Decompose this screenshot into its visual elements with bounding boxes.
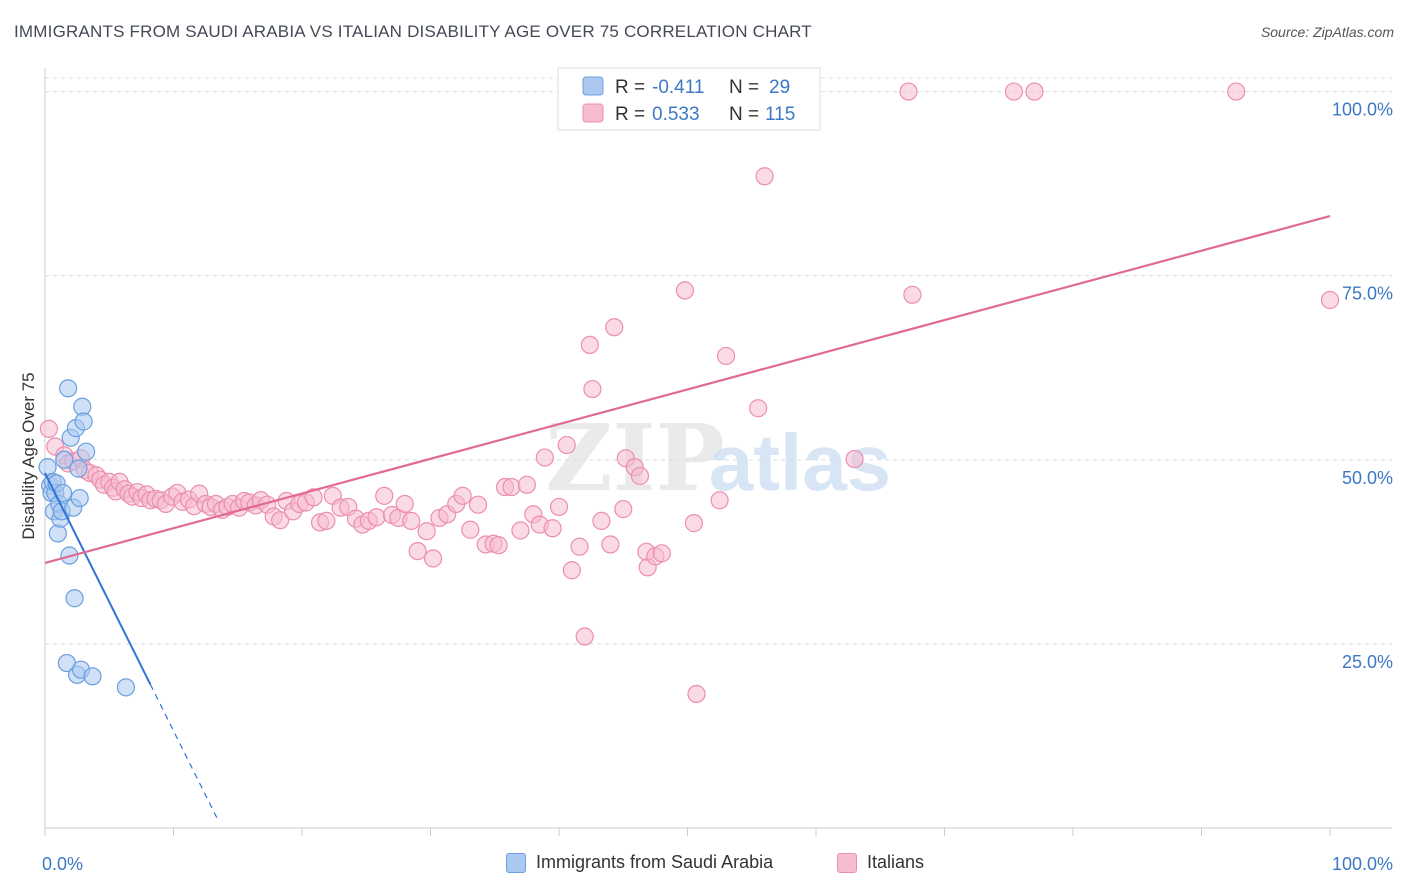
italians-point-92: [601, 535, 620, 554]
stats-n-label-pink: N =: [729, 104, 759, 125]
stats-r-label-blue: R =: [615, 77, 645, 98]
italians-trend-line: [44, 214, 1331, 564]
italians-point-89: [580, 335, 599, 354]
italians-point-113: [903, 285, 922, 304]
italians-point-107: [716, 346, 736, 366]
italians-point-90: [583, 379, 602, 399]
x-tick-label-0: 0.0%: [42, 854, 83, 874]
italians-point-103: [684, 514, 704, 533]
italians-point-59: [375, 486, 394, 505]
legend-swatch-saudi: [506, 852, 526, 873]
italians-point-49: [304, 488, 323, 507]
italians-point-93: [605, 318, 624, 337]
legend-item-saudi[interactable]: Immigrants from Saudi Arabia: [506, 852, 773, 873]
saudi-points: [38, 379, 136, 697]
italians-point-66: [423, 549, 443, 568]
legend-label-saudi: Immigrants from Saudi Arabia: [536, 852, 774, 872]
saudi-point-27: [83, 667, 102, 686]
saudi-point-25: [74, 412, 93, 431]
italians-point-106: [710, 491, 729, 510]
italians-point-114: [1004, 82, 1023, 101]
italians-point-78: [511, 521, 530, 540]
italians-point-111: [845, 449, 864, 469]
italians-point-104: [687, 684, 706, 704]
italians-point-51: [317, 511, 336, 531]
legend-item-italians[interactable]: Italians: [837, 852, 924, 873]
y-tick-label-2: 75.0%: [1342, 284, 1393, 304]
chart-title: IMMIGRANTS FROM SAUDI ARABIA VS ITALIAN …: [14, 22, 812, 41]
italians-point-87: [570, 537, 589, 556]
legend-swatch-pink: [582, 103, 604, 123]
saudi-point-7: [48, 524, 67, 543]
source-label: Source: ZipAtlas.com: [1260, 24, 1394, 40]
axes: [44, 68, 1392, 836]
stats-n-value-blue: 29: [769, 77, 790, 98]
saudi-point-12: [55, 450, 74, 469]
saudi-point-28: [116, 678, 136, 697]
italians-point-65: [417, 522, 436, 541]
italians-point-62: [395, 494, 414, 514]
x-tick-label-1: 100.0%: [1332, 854, 1393, 874]
bottom-legend: Immigrants from Saudi Arabia Italians: [0, 852, 1406, 878]
italians-point-115: [1025, 82, 1044, 101]
italians-point-117: [1320, 290, 1340, 310]
saudi-point-26: [77, 442, 96, 461]
italians-point-85: [557, 435, 576, 455]
italians-point-77: [502, 477, 521, 497]
italians-point-108: [749, 399, 768, 418]
italians-point-70: [453, 486, 472, 505]
stats-legend: R = -0.411 N = 29 R = 0.533 N = 115: [557, 67, 821, 131]
saudi-trend-line: [44, 472, 152, 685]
italians-point-83: [543, 519, 562, 538]
italians-point-94: [614, 500, 633, 519]
stats-r-value-blue: -0.411: [652, 77, 704, 98]
italians-point-86: [562, 561, 581, 580]
italians-point-71: [461, 520, 480, 539]
saudi-point-18: [65, 589, 84, 608]
saudi-trend-extension: [149, 684, 218, 819]
stats-r-value-pink: 0.533: [652, 104, 700, 125]
y-tick-label-1: 50.0%: [1342, 468, 1393, 488]
saudi-point-21: [69, 459, 88, 478]
italians-point-82: [535, 448, 554, 467]
legend-swatch-blue: [582, 76, 604, 96]
saudi-point-22: [70, 488, 89, 508]
saudi-point-14: [59, 379, 78, 398]
y-axis-title: Disability Age Over 75: [19, 372, 38, 539]
legend-swatch-italians: [837, 852, 857, 873]
italians-point-72: [468, 495, 488, 514]
italians-point-116: [1227, 82, 1246, 101]
x-tick-labels: 0.0% 100.0%: [42, 854, 1393, 874]
italians-point-91: [592, 511, 611, 531]
italians-points: [39, 82, 1340, 704]
italians-point-97: [630, 466, 650, 486]
italians-point-79: [517, 475, 536, 494]
italians-point-101: [652, 544, 671, 563]
italians-point-44: [271, 511, 290, 530]
watermark-atlas: atlas: [709, 418, 891, 507]
italians-point-112: [899, 82, 918, 101]
italians-point-64: [408, 542, 427, 561]
italians-point-102: [675, 281, 695, 300]
stats-n-value-pink: 115: [765, 104, 795, 125]
y-tick-label-0: 25.0%: [1342, 652, 1393, 672]
trend-lines: [44, 214, 1331, 819]
stats-n-label-blue: N =: [729, 77, 759, 98]
italians-point-88: [575, 627, 594, 646]
italians-point-0: [39, 419, 58, 438]
italians-point-58: [367, 508, 386, 527]
stats-r-label-pink: R =: [615, 104, 645, 125]
watermark-zip: ZIP: [545, 404, 724, 512]
italians-point-84: [549, 497, 569, 517]
y-tick-label-3: 100.0%: [1332, 100, 1393, 120]
italians-point-109: [755, 167, 774, 186]
italians-point-75: [489, 536, 508, 555]
legend-label-italians: Italians: [867, 852, 925, 872]
italians-point-63: [402, 511, 421, 531]
y-tick-labels: 25.0% 50.0% 75.0% 100.0%: [1332, 100, 1393, 672]
